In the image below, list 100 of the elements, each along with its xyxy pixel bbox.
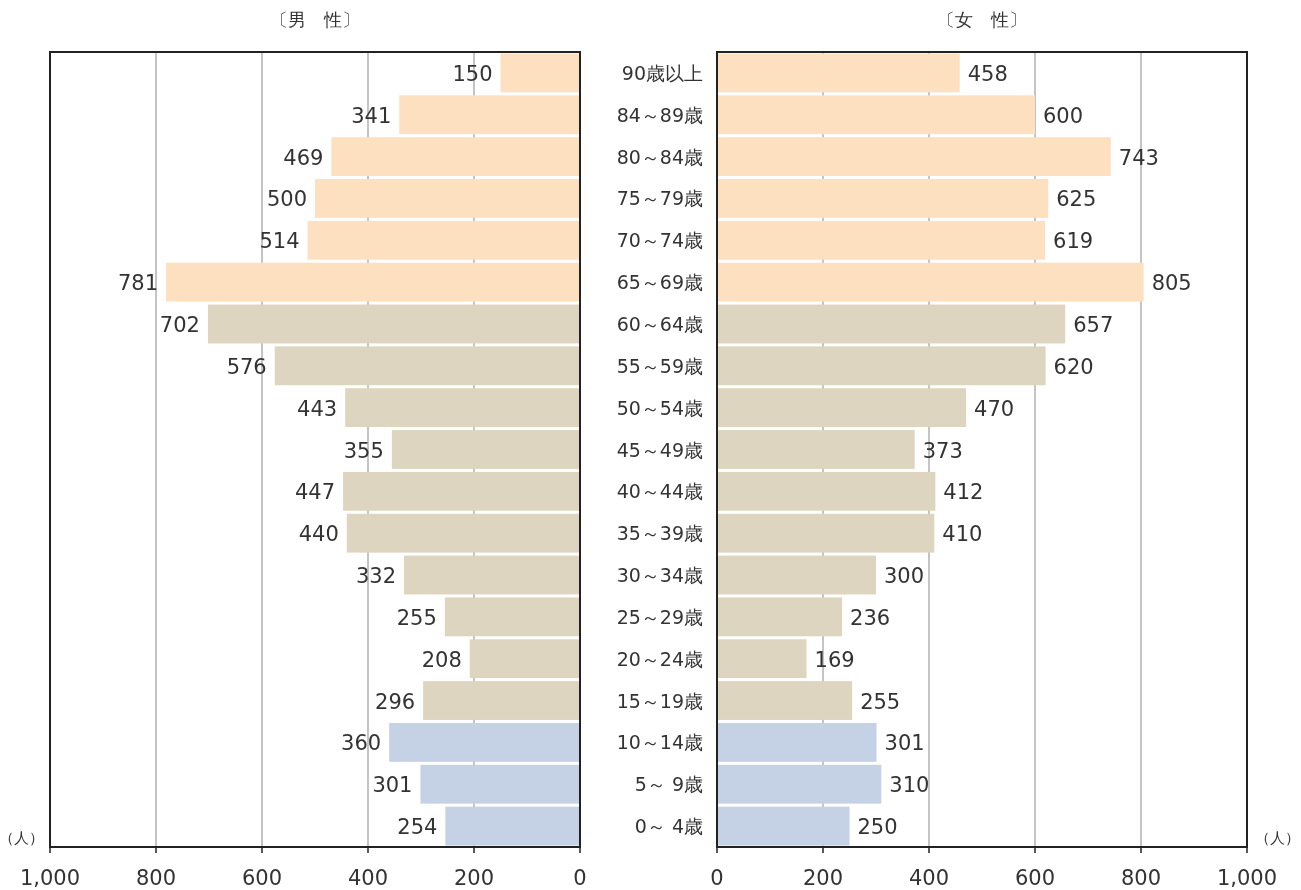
y-tick-label: 40～44歳 [616,480,703,503]
bar [307,220,580,260]
data-label: 250 [857,815,898,840]
data-label: 208 [421,647,462,672]
data-label: 169 [814,647,855,672]
chart-title: 〔男 性〕 [270,9,360,30]
x-tick-label: 600 [1014,866,1056,890]
data-label: 332 [355,564,397,589]
x-tick-label: 200 [453,866,495,890]
bar [717,53,960,93]
data-label: 410 [942,522,983,547]
bar [717,220,1046,260]
data-label: 440 [298,522,339,547]
data-label: 805 [1151,271,1192,296]
y-tick-label: 65～69歳 [616,271,703,294]
data-label: 310 [889,773,930,798]
y-tick-label: 55～59歳 [616,354,703,377]
data-label: 236 [850,605,891,630]
bar [717,137,1111,177]
y-tick-label: 25～29歳 [616,605,703,628]
bar [500,53,580,93]
bar [469,639,580,679]
bar [717,262,1144,302]
bar [717,179,1049,218]
data-label: 150 [452,61,493,86]
bar [420,764,580,804]
data-label: 300 [884,564,925,589]
data-label: 514 [259,229,300,254]
y-tick-label: 50～54歳 [616,396,703,419]
data-label: 781 [117,271,159,296]
data-label: 373 [922,438,963,463]
data-label: 443 [297,396,338,421]
data-label: 412 [943,480,984,505]
data-label: 469 [283,145,324,170]
y-tick-label: 0～ 4歳 [634,815,703,838]
bar [717,430,915,469]
bar [717,764,882,804]
data-label: 620 [1053,354,1094,379]
data-label: 360 [341,731,382,756]
bar [346,513,580,553]
bar [717,639,807,679]
bar [331,137,580,177]
y-tick-label: 5～ 9歳 [634,773,703,796]
bar [404,555,580,595]
x-tick-label: 400 [347,866,389,890]
data-label: 296 [375,689,416,714]
data-label: 355 [343,438,384,463]
x-tick-label: 1,000 [1216,866,1278,890]
bar [423,681,580,720]
bar [717,388,967,428]
x-tick-label: 0 [710,866,724,890]
x-tick-label: 400 [908,866,950,890]
bar [389,722,580,762]
bar [717,513,935,553]
data-label: 301 [884,731,925,756]
bar [166,262,580,302]
data-label: 657 [1073,312,1114,337]
data-label: 470 [974,396,1015,421]
x-tick-label: 0 [573,866,587,890]
bar [717,806,850,846]
x-tick-label: 800 [1120,866,1162,890]
data-label: 619 [1053,229,1094,254]
y-tick-label: 10～14歳 [616,731,703,754]
data-label: 600 [1043,103,1084,128]
data-label: 255 [860,689,901,714]
bar [391,430,580,469]
y-tick-label: 45～49歳 [616,438,703,461]
bar [717,471,936,511]
bar [444,597,580,637]
y-tick-label: 75～79歳 [616,187,703,210]
y-tick-label: 20～24歳 [616,647,703,670]
bar [274,346,580,386]
y-tick-label: 30～34歳 [616,564,703,587]
bar [315,179,580,218]
y-tick-label: 15～19歳 [616,689,703,712]
y-tick-label: 70～74歳 [616,229,703,252]
data-label: 743 [1118,145,1159,170]
y-tick-label: 84～89歳 [616,103,703,126]
bar [445,806,580,846]
y-tick-label: 60～64歳 [616,312,703,335]
bar [717,681,853,720]
data-label: 255 [396,605,437,630]
bar [717,95,1035,135]
data-label: 702 [159,312,200,337]
bar [345,388,580,428]
bar [717,346,1046,386]
bar [717,597,843,637]
y-tick-label: 80～84歳 [616,145,703,168]
bar [717,722,877,762]
data-label: 576 [226,354,267,379]
data-label: 301 [372,773,413,798]
bar [717,304,1066,344]
bar [207,304,580,344]
x-axis-title: （人） [0,829,44,847]
data-label: 254 [397,815,438,840]
data-label: 341 [351,103,392,128]
x-tick-label: 200 [802,866,844,890]
bar [717,555,876,595]
chart-title: 〔女 性〕 [937,9,1027,30]
x-axis-title: （人） [1255,829,1300,847]
